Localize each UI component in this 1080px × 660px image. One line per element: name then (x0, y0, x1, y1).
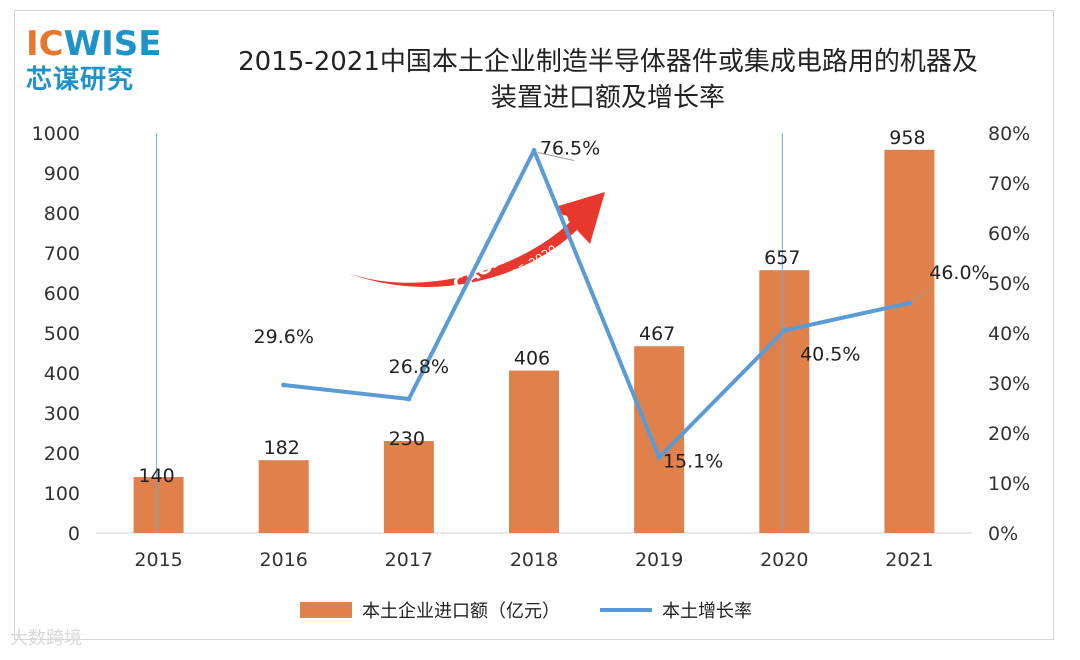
cagr-arrow-shape (345, 192, 605, 287)
x-tick-label: 2019 (635, 549, 683, 571)
chart-title-line2: 装置进口额及增长率 (490, 83, 725, 113)
bar-value-label: 657 (764, 247, 800, 269)
growth-line-layer (281, 148, 912, 460)
growth-value-label: 76.5% (540, 138, 600, 160)
bar-value-label: 140 (138, 465, 174, 487)
data-labels-layer: 140 182 230 406 467 657 958 29.6% 26.8% 76.5% 15.1… (138, 127, 989, 487)
bar (759, 270, 810, 533)
marker-lines-layer (156, 133, 783, 533)
chart-title: 2015-2021中国本土企业制造半导体器件或集成电路用的机器及 装置进口额及增… (198, 44, 1018, 116)
bar (258, 460, 309, 533)
x-tick-label: 2021 (885, 549, 933, 571)
y-left-tick-label: 100 (44, 483, 80, 505)
cagr-arrow: CAGR=29.4% 2015-2020 (345, 192, 605, 296)
y-left-tick-label: 400 (44, 363, 80, 385)
bar-value-label: 182 (264, 437, 300, 459)
icwise-logo: ICWISE 芯谋研究 (26, 26, 196, 98)
y-left-tick-label: 700 (44, 243, 80, 265)
y-left-tick-label: 300 (44, 403, 80, 425)
y-left-tick-label: 200 (44, 443, 80, 465)
bar-value-label: 958 (889, 127, 925, 149)
y-right-tick-label: 0% (988, 523, 1018, 545)
bar (884, 149, 935, 534)
legend-swatch-bar (300, 602, 352, 618)
logo-wordmark: ICWISE (26, 26, 161, 62)
legend-item-line: 本土增长率 (600, 597, 752, 623)
y-right-tick-label: 50% (988, 273, 1030, 295)
chart-frame (14, 10, 1054, 640)
y-left-tick-label: 500 (44, 323, 80, 345)
growth-line (283, 148, 910, 460)
y-right-tick-label: 80% (988, 123, 1030, 145)
y-left-tick-label: 0 (68, 523, 80, 545)
y-left-tick-label: 1000 (32, 123, 80, 145)
growth-value-label: 40.5% (800, 344, 860, 366)
watermark: 大数跨境 (10, 628, 82, 649)
growth-value-label: 29.6% (254, 326, 314, 348)
bar-value-label: 467 (639, 323, 675, 345)
leader-line (911, 288, 930, 302)
bar (509, 370, 559, 533)
legend-label-line: 本土增长率 (662, 601, 752, 622)
growth-value-label: 46.0% (929, 262, 989, 284)
growth-point (906, 300, 912, 306)
bars-layer (133, 149, 935, 534)
logo-wise: WISE (63, 24, 162, 64)
growth-point (531, 148, 537, 153)
x-tick-label: 2018 (510, 549, 558, 571)
y-right-tick-label: 70% (988, 173, 1030, 195)
x-tick-label: 2017 (385, 549, 433, 571)
growth-point (656, 455, 662, 460)
leader-line (537, 152, 575, 161)
legend-label-bar: 本土企业进口额（亿元） (362, 601, 560, 622)
growth-point (781, 328, 787, 333)
chart-title-line1: 2015-2021中国本土企业制造半导体器件或集成电路用的机器及 (238, 47, 978, 77)
y-left-tick-label: 800 (44, 203, 80, 225)
bar-value-label: 406 (514, 348, 550, 370)
x-tick-label: 2020 (760, 549, 808, 571)
axes-layer: 0 100 200 300 400 500 600 700 800 900 1000 0% 10% 20%… (32, 123, 1031, 571)
y-left-tick-label: 900 (44, 163, 80, 185)
y-right-tick-label: 20% (988, 423, 1030, 445)
bar (133, 477, 184, 533)
y-right-tick-label: 60% (988, 223, 1030, 245)
y-right-tick-label: 30% (988, 373, 1030, 395)
growth-value-label: 15.1% (663, 451, 723, 473)
y-right-tick-label: 40% (988, 323, 1030, 345)
x-tick-label: 2015 (134, 549, 182, 571)
growth-value-label: 26.8% (389, 356, 449, 378)
logo-ic: IC (26, 24, 64, 64)
y-right-tick-label: 10% (988, 473, 1030, 495)
growth-point (406, 396, 412, 402)
growth-point (281, 382, 287, 388)
x-tick-label: 2016 (260, 549, 308, 571)
legend: 本土企业进口额（亿元） 本土增长率 (300, 596, 792, 624)
y-left-tick-label: 600 (44, 283, 80, 305)
bar (383, 441, 434, 533)
legend-swatch-line (600, 608, 652, 612)
logo-chinese: 芯谋研究 (26, 65, 135, 95)
legend-item-bar: 本土企业进口额（亿元） (300, 597, 560, 623)
bar-value-label: 230 (389, 428, 425, 450)
